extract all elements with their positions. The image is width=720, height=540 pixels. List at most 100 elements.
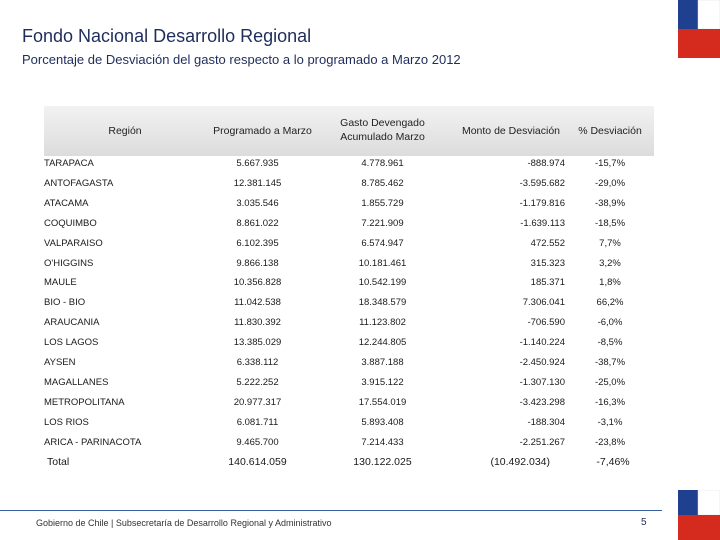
cell-monto: 185.371 — [530, 277, 565, 289]
cell-gasto: 18.348.579 — [358, 297, 407, 309]
cell-monto: 315.323 — [530, 257, 565, 269]
cell-region: ARAUCANIA — [44, 317, 100, 329]
cell-region: AYSEN — [44, 357, 76, 368]
chile-flag-icon — [678, 0, 720, 58]
cell-pct: -3,1% — [597, 416, 623, 428]
cell-monto: -3.423.298 — [519, 396, 565, 408]
cell-pct: -38,9% — [594, 197, 626, 209]
cell-region: ATACAMA — [44, 197, 89, 209]
cell-region: MAULE — [44, 277, 77, 289]
cell-programado: 6.102.395 — [236, 237, 279, 249]
table-row: METROPOLITANA 20.977.317 17.554.019 -3.423.… — [0, 397, 720, 417]
cell-programado: 9.866.138 — [236, 257, 279, 269]
table-row: MAULE 10.356.828 10.542.199 185.371 1,8% — [0, 277, 720, 297]
cell-gasto: 7.221.909 — [361, 217, 404, 229]
cell-pct: -25,0% — [594, 376, 626, 388]
cell-pct: 7,7% — [599, 237, 621, 249]
chile-flag-icon-bottom — [678, 490, 720, 540]
cell-monto: -706.590 — [527, 317, 565, 329]
cell-pct: 66,2% — [596, 297, 624, 309]
cell-pct: -29,0% — [594, 177, 626, 189]
cell-monto: -888.974 — [527, 158, 565, 169]
cell-region: TARAPACA — [44, 158, 94, 169]
total-label: Total — [47, 456, 70, 468]
cell-programado: 12.381.145 — [233, 177, 282, 189]
cell-pct: -15,7% — [594, 158, 626, 169]
cell-pct: -23,8% — [594, 436, 626, 448]
table-row: MAGALLANES 5.222.252 3.915.122 -1.307.130 -2… — [0, 377, 720, 397]
cell-gasto: 6.574.947 — [361, 237, 404, 249]
cell-gasto: 5.893.408 — [361, 416, 404, 428]
table-row: ARICA - PARINACOTA 9.465.700 7.214.433 -2.2… — [0, 437, 720, 457]
cell-programado: 10.356.828 — [233, 277, 282, 289]
table-row: AYSEN 6.338.112 3.887.188 -2.450.924 -38,7% — [0, 357, 720, 377]
table-row: COQUIMBO 8.861.022 7.221.909 -1.639.113 -18,… — [0, 218, 720, 238]
table-row-total: Total 140.614.059 130.122.025 (10.492.03… — [0, 456, 720, 476]
cell-monto: -2.251.267 — [519, 436, 565, 448]
cell-gasto: 11.123.802 — [359, 317, 406, 329]
cell-region: COQUIMBO — [44, 217, 97, 229]
cell-region: METROPOLITANA — [44, 396, 125, 408]
header-programado: Programado a Marzo — [213, 125, 312, 137]
page-title: Fondo Nacional Desarrollo Regional — [22, 26, 312, 46]
cell-programado: 11.830.392 — [234, 317, 281, 329]
cell-programado: 6.338.112 — [236, 357, 279, 368]
total-pct: -7,46% — [596, 456, 630, 468]
header-pct: % Desviación — [578, 125, 642, 137]
cell-gasto: 3.887.188 — [361, 357, 404, 368]
cell-gasto: 12.244.805 — [358, 337, 407, 349]
cell-programado: 20.977.317 — [233, 396, 282, 408]
cell-programado: 6.081.711 — [236, 416, 279, 428]
cell-programado: 3.035.546 — [236, 197, 279, 209]
cell-monto: -1.307.130 — [519, 376, 565, 388]
cell-region: ANTOFAGASTA — [44, 177, 114, 189]
cell-pct: -6,0% — [597, 317, 623, 329]
cell-monto: -1.140.224 — [519, 337, 565, 349]
table-row: LOS RIOS 6.081.711 5.893.408 -188.304 -3,1% — [0, 417, 720, 437]
cell-gasto: 4.778.961 — [361, 158, 404, 169]
table-row: ARAUCANIA 11.830.392 11.123.802 -706.590 -6,… — [0, 317, 720, 337]
cell-pct: 1,8% — [599, 277, 621, 289]
cell-region: LOS RIOS — [44, 416, 89, 428]
cell-monto: -2.450.924 — [519, 357, 565, 368]
cell-gasto: 8.785.462 — [361, 177, 404, 189]
cell-region: LOS LAGOS — [44, 337, 99, 349]
cell-region: ARICA - PARINACOTA — [44, 436, 142, 448]
total-gasto: 130.122.025 — [353, 456, 412, 468]
cell-pct: -38,7% — [594, 357, 626, 368]
page-number: 5 — [641, 517, 647, 528]
cell-gasto: 10.542.199 — [358, 277, 407, 289]
cell-gasto: 7.214.433 — [361, 436, 404, 448]
cell-gasto: 3.915.122 — [361, 376, 404, 388]
cell-gasto: 1.855.729 — [361, 197, 404, 209]
cell-region: BIO - BIO — [44, 297, 86, 309]
table-row: VALPARAISO 6.102.395 6.574.947 472.552 7,7% — [0, 238, 720, 258]
footer-divider — [0, 510, 662, 511]
cell-gasto: 10.181.461 — [358, 257, 407, 269]
cell-programado: 8.861.022 — [236, 217, 279, 229]
table-row: ANTOFAGASTA 12.381.145 8.785.462 -3.595.682… — [0, 178, 720, 198]
table-row: O'HIGGINS 9.866.138 10.181.461 315.323 3,2% — [0, 258, 720, 278]
cell-pct: 3,2% — [599, 257, 621, 269]
cell-region: VALPARAISO — [44, 237, 103, 249]
header-monto: Monto de Desviación — [461, 125, 561, 137]
cell-region: O'HIGGINS — [44, 257, 94, 269]
cell-programado: 5.222.252 — [236, 376, 279, 388]
footer-text: Gobierno de Chile | Subsecretaría de Des… — [36, 518, 332, 528]
cell-programado: 13.385.029 — [233, 337, 282, 349]
header-gasto-line2: Acumulado Marzo — [340, 131, 425, 143]
cell-monto: -3.595.682 — [519, 177, 565, 189]
cell-pct: -8,5% — [597, 337, 623, 349]
cell-monto: -1.179.816 — [519, 197, 565, 209]
table-row: LOS LAGOS 13.385.029 12.244.805 -1.140.224 -… — [0, 337, 720, 357]
cell-gasto: 17.554.019 — [358, 396, 407, 408]
cell-monto: 7.306.041 — [522, 297, 565, 309]
header-region: Región — [108, 125, 142, 137]
cell-monto: -188.304 — [527, 416, 565, 428]
cell-programado: 9.465.700 — [236, 436, 279, 448]
cell-programado: 5.667.935 — [236, 158, 279, 169]
cell-pct: -18,5% — [594, 217, 626, 229]
cell-region: MAGALLANES — [44, 376, 109, 388]
table-header — [44, 106, 654, 156]
cell-monto: 472.552 — [530, 237, 565, 249]
